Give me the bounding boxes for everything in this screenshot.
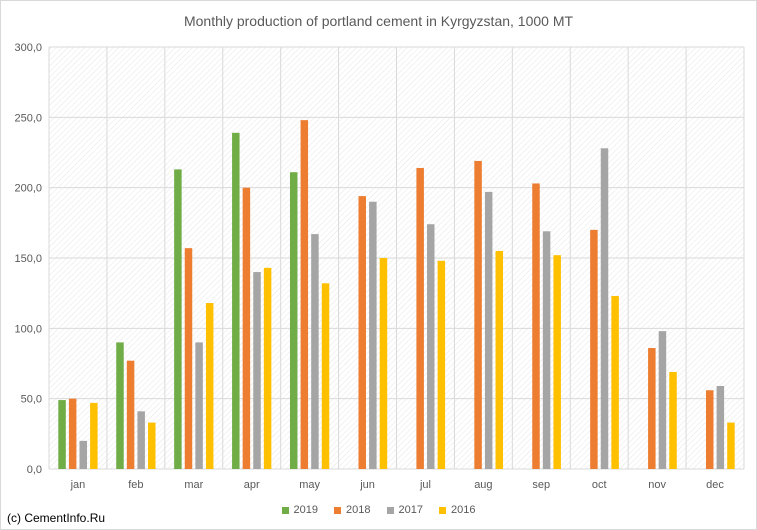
bar-2018-jun [358, 196, 366, 469]
x-tick-label: apr [244, 479, 260, 491]
x-tick-label: oct [592, 479, 607, 491]
bar-2018-mar [184, 248, 193, 469]
x-tick-label: sep [532, 479, 550, 491]
bar-2016-mar [205, 303, 214, 469]
bar-2018-may [300, 120, 309, 469]
legend-label: 2016 [450, 504, 476, 516]
bar-2018-oct [590, 229, 598, 469]
bar-2018-feb [126, 360, 135, 469]
bar-2016-apr [263, 267, 272, 469]
bar-2016-jun [379, 258, 388, 469]
bar-2017-nov [658, 331, 667, 469]
legend-item-2019: 2019 [281, 504, 319, 516]
x-tick-label: dec [706, 479, 724, 491]
x-tick-label: jan [70, 479, 86, 491]
y-axis-tick-labels: 0,0 50,0 100,0 150,0 200,0 250,0 300,0 [14, 42, 42, 476]
x-tick-label: mar [184, 479, 203, 491]
bar-2018-sep [532, 183, 540, 470]
bars [58, 120, 735, 470]
x-tick-label: aug [474, 479, 492, 491]
legend: 2019 2018 2017 2016 [1, 504, 756, 516]
bar-2016-jan [90, 402, 98, 469]
x-tick-label: feb [128, 479, 143, 491]
y-tick-label: 300,0 [14, 42, 42, 54]
bar-2018-aug [474, 160, 482, 469]
y-tick-label: 200,0 [14, 183, 42, 195]
gridlines [48, 46, 745, 470]
legend-label: 2017 [398, 504, 423, 516]
y-tick-label: 150,0 [14, 253, 42, 265]
legend-label: 2018 [346, 504, 371, 516]
bar-2016-dec [727, 422, 735, 469]
bar-2019-feb [116, 342, 124, 469]
bar-2017-oct [600, 148, 609, 469]
bar-2018-apr [242, 187, 251, 469]
bar-2016-aug [495, 250, 504, 469]
legend-item-2016: 2016 [438, 504, 476, 516]
bar-2017-apr [253, 272, 261, 469]
bar-2018-dec [705, 390, 714, 469]
x-tick-label: may [299, 479, 320, 491]
bar-2017-jun [369, 201, 377, 469]
y-tick-label: 50,0 [21, 394, 42, 406]
bar-2016-jul [437, 260, 446, 469]
x-axis-tick-labels: jan feb mar apr may jun jul aug sep oct nov dec [70, 479, 725, 491]
bar-2017-dec [716, 386, 725, 469]
bar-2017-may [311, 234, 319, 469]
bar-2017-mar [195, 342, 203, 469]
bar-2019-apr [232, 132, 240, 469]
bar-2016-may [321, 283, 330, 469]
bar-2016-feb [148, 422, 156, 469]
y-tick-label: 100,0 [14, 323, 42, 335]
y-tick-label: 250,0 [14, 112, 42, 124]
bar-2017-jul [427, 224, 435, 469]
x-tick-label: jun [359, 479, 375, 491]
legend-swatch [281, 506, 289, 514]
chart-title: Monthly production of portland cement in… [183, 13, 574, 29]
x-tick-label: jul [419, 479, 431, 491]
bar-2018-nov [648, 348, 656, 469]
bar-2019-jan [58, 400, 66, 469]
bar-2018-jan [68, 398, 77, 469]
bar-2017-jan [79, 440, 88, 469]
legend-swatch [334, 506, 342, 514]
legend-item-2017: 2017 [386, 504, 423, 516]
bar-2016-oct [611, 295, 619, 469]
legend-item-2018: 2018 [334, 504, 371, 516]
bar-2017-feb [137, 411, 145, 469]
bar-2016-nov [669, 371, 677, 469]
legend-label: 2019 [293, 504, 319, 516]
legend-swatch [438, 506, 446, 514]
bar-2019-mar [174, 169, 182, 469]
copyright-text: (c) CementInfo.Ru [7, 511, 106, 525]
y-tick-label: 0,0 [27, 464, 42, 476]
bar-2019-may [289, 172, 298, 469]
x-tick-label: nov [648, 479, 666, 491]
bar-2016-sep [553, 255, 561, 469]
bar-2018-jul [416, 167, 424, 469]
bar-2017-aug [484, 191, 493, 470]
bar-2017-sep [542, 231, 551, 469]
legend-swatch [386, 506, 394, 514]
